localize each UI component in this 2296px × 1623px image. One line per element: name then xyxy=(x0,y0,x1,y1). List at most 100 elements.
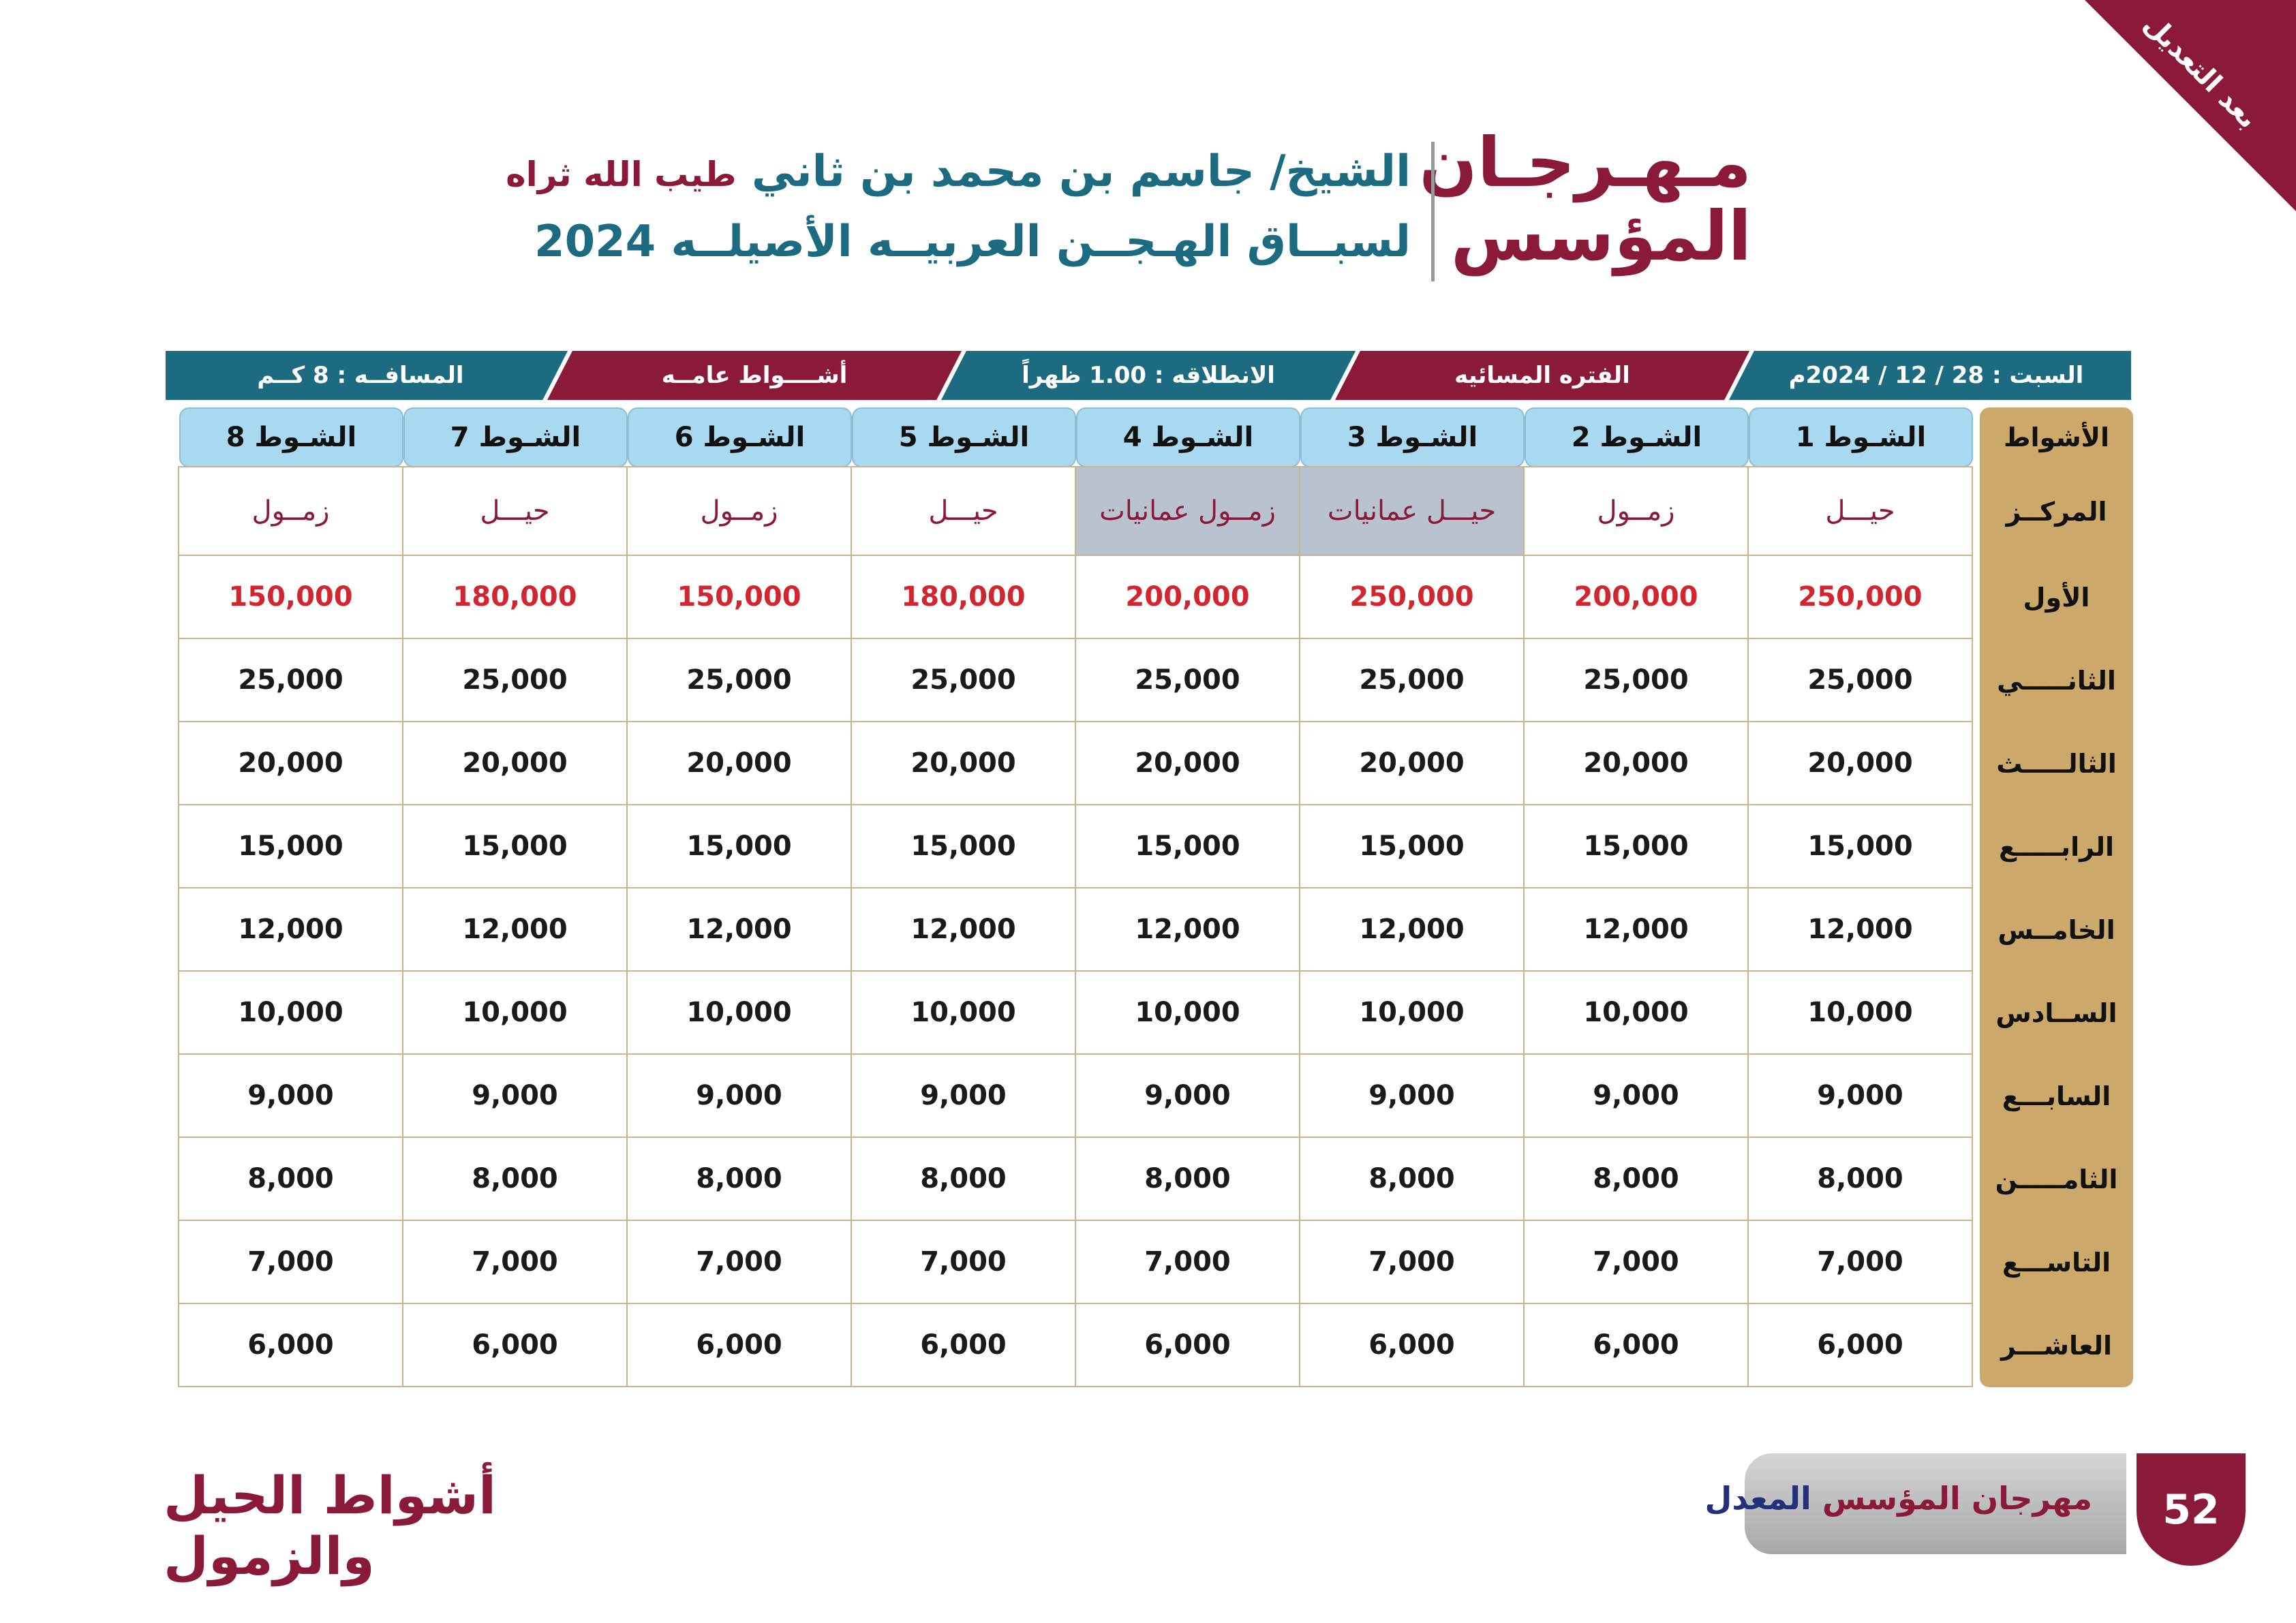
table-cell: 20,000 xyxy=(851,721,1076,805)
table-cell: 25,000 xyxy=(402,638,628,722)
table-cell: 10,000 xyxy=(1747,970,1973,1055)
table-cell: 7,000 xyxy=(402,1220,628,1304)
table-cell: 15,000 xyxy=(1523,804,1749,888)
table-cell: 10,000 xyxy=(178,970,403,1055)
table-cell: 180,000 xyxy=(851,555,1076,639)
table-cell: 6,000 xyxy=(402,1303,628,1387)
table-cell: 20,000 xyxy=(1075,721,1300,805)
table-row: الثالـــــث 20,000 20,000 20,000 20,000 20,00… xyxy=(164,721,2133,805)
table-cell: زمــول xyxy=(178,466,403,556)
table-cell: 15,000 xyxy=(1747,804,1973,888)
info-banner: السبت : 28 / 12 / 2024م الفتره المسائيه ال… xyxy=(164,349,2133,402)
table-cell: 7,000 xyxy=(178,1220,403,1304)
column-header-3: الشـوط 3 xyxy=(1300,407,1525,467)
banner-segment-1 xyxy=(1723,349,2133,402)
table-cell: حيـــل xyxy=(402,466,628,556)
table-cell: 6,000 xyxy=(851,1303,1076,1387)
table-cell: 7,000 xyxy=(1075,1220,1300,1304)
section-title: أشواط الحيل والزمول xyxy=(164,1465,497,1586)
table-cell: 25,000 xyxy=(1299,638,1525,722)
table-cell: 15,000 xyxy=(178,804,403,888)
table-cell: 20,000 xyxy=(1299,721,1525,805)
table-row: السابـــع 9,000 9,000 9,000 9,000 9,000 9,000 9… xyxy=(164,1053,2133,1138)
table-cell: 10,000 xyxy=(1523,970,1749,1055)
table-cell: 8,000 xyxy=(178,1137,403,1221)
row-label: الرابـــــع xyxy=(1980,805,2133,888)
table-cell: 6,000 xyxy=(1075,1303,1300,1387)
column-header-6: الشـوط 6 xyxy=(628,407,852,467)
table-cell: حيـــل xyxy=(1747,466,1973,556)
table-cell: 12,000 xyxy=(851,887,1076,972)
table-cell: 20,000 xyxy=(178,721,403,805)
table-cell: 15,000 xyxy=(1075,804,1300,888)
center-row: المركــز حيـــل زمــول حيـــل عمانيات زمــول… xyxy=(164,466,2133,556)
banner-text-4: أشــــواط عامــه xyxy=(661,362,848,389)
row-label: التاســـع xyxy=(1980,1221,2133,1304)
table-cell: زمــول عمانيات xyxy=(1075,466,1300,556)
table-cell: 7,000 xyxy=(851,1220,1076,1304)
table-row: التاســـع 7,000 7,000 7,000 7,000 7,000 7,000 7… xyxy=(164,1220,2133,1304)
table-cell: 15,000 xyxy=(626,804,852,888)
table-cell: 10,000 xyxy=(851,970,1076,1055)
subtitle-line2: لسبــاق الهـجــن العربيــه الأصيلــه 202… xyxy=(534,217,1411,267)
footer-pill xyxy=(1745,1453,2126,1554)
title-line1: مـهـرجـان xyxy=(1419,123,1751,202)
table-cell: 150,000 xyxy=(626,555,852,639)
table-row: الرابـــــع 15,000 15,000 15,000 15,000 15,00… xyxy=(164,804,2133,888)
column-header-4: الشـوط 4 xyxy=(1076,407,1300,467)
table-cell: 20,000 xyxy=(1523,721,1749,805)
table-cell: 15,000 xyxy=(402,804,628,888)
table-cell: 6,000 xyxy=(178,1303,403,1387)
banner-shapes xyxy=(164,349,2133,402)
table-cell: 150,000 xyxy=(178,555,403,639)
table-cell: 25,000 xyxy=(851,638,1076,722)
subtitle-line1: الشيخ/ جاسم بن محمد بن ثاني طيب الله ثرا… xyxy=(506,146,1411,197)
page-number: 52 xyxy=(2137,1453,2246,1566)
row-label: الثالـــــث xyxy=(1980,722,2133,805)
table-cell: 12,000 xyxy=(1299,887,1525,972)
title-line2: المؤسس xyxy=(1450,196,1751,276)
subtitle-main: الشيخ/ جاسم بن محمد بن ثاني xyxy=(751,146,1411,197)
column-header-5: الشـوط 5 xyxy=(852,407,1076,467)
banner-text-2: الفتره المسائيه xyxy=(1454,362,1630,389)
row-label: المركــز xyxy=(1980,467,2133,556)
table-cell: 15,000 xyxy=(1299,804,1525,888)
table-cell: حيـــل xyxy=(851,466,1076,556)
table-cell: زمــول xyxy=(1523,466,1749,556)
table-cell: 180,000 xyxy=(402,555,628,639)
table-row: الأول 250,000 200,000 250,000 200,000 180,000… xyxy=(164,555,2133,639)
table-cell: حيـــل عمانيات xyxy=(1299,466,1525,556)
table-cell: 9,000 xyxy=(1747,1053,1973,1138)
table-cell: 9,000 xyxy=(1075,1053,1300,1138)
title-divider xyxy=(1431,142,1435,281)
row-label: الثامـــــن xyxy=(1980,1138,2133,1221)
banner-segment-3 xyxy=(935,349,1362,402)
table-cell: 8,000 xyxy=(851,1137,1076,1221)
table-cell: 8,000 xyxy=(1747,1137,1973,1221)
festival-title: مـهـرجـان المؤسس xyxy=(1419,123,1751,276)
table-row: الثامـــــن 8,000 8,000 8,000 8,000 8,000 8,00… xyxy=(164,1137,2133,1221)
column-header-7: الشـوط 7 xyxy=(403,407,628,467)
table-cell: 9,000 xyxy=(1299,1053,1525,1138)
banner-text-1: السبت : 28 / 12 / 2024م xyxy=(1788,362,2084,389)
table-cell: 250,000 xyxy=(1747,555,1973,639)
table-header-row: الأشواط الشـوط 1 الشـوط 2 الشـوط 3 الشـوط 4… xyxy=(164,407,2133,467)
table-cell: 200,000 xyxy=(1523,555,1749,639)
table-cell: 250,000 xyxy=(1299,555,1525,639)
table-cell: 200,000 xyxy=(1075,555,1300,639)
banner-segment-5 xyxy=(164,349,574,402)
table-cell: 6,000 xyxy=(1523,1303,1749,1387)
book-title: مهرجان المؤسس المعدل xyxy=(1705,1480,2093,1517)
table-cell: 12,000 xyxy=(1075,887,1300,972)
column-header-1: الشـوط 1 xyxy=(1749,407,1973,467)
table-cell: 12,000 xyxy=(626,887,852,972)
table-cell: 12,000 xyxy=(402,887,628,972)
column-header-8: الشـوط 8 xyxy=(179,407,403,467)
header-label: الأشواط xyxy=(1980,407,2133,467)
table-cell: 9,000 xyxy=(1523,1053,1749,1138)
table-cell: 25,000 xyxy=(1523,638,1749,722)
table-cell: 7,000 xyxy=(1747,1220,1973,1304)
table-cell: 6,000 xyxy=(1747,1303,1973,1387)
table-cell: 10,000 xyxy=(402,970,628,1055)
table-cell: 12,000 xyxy=(178,887,403,972)
